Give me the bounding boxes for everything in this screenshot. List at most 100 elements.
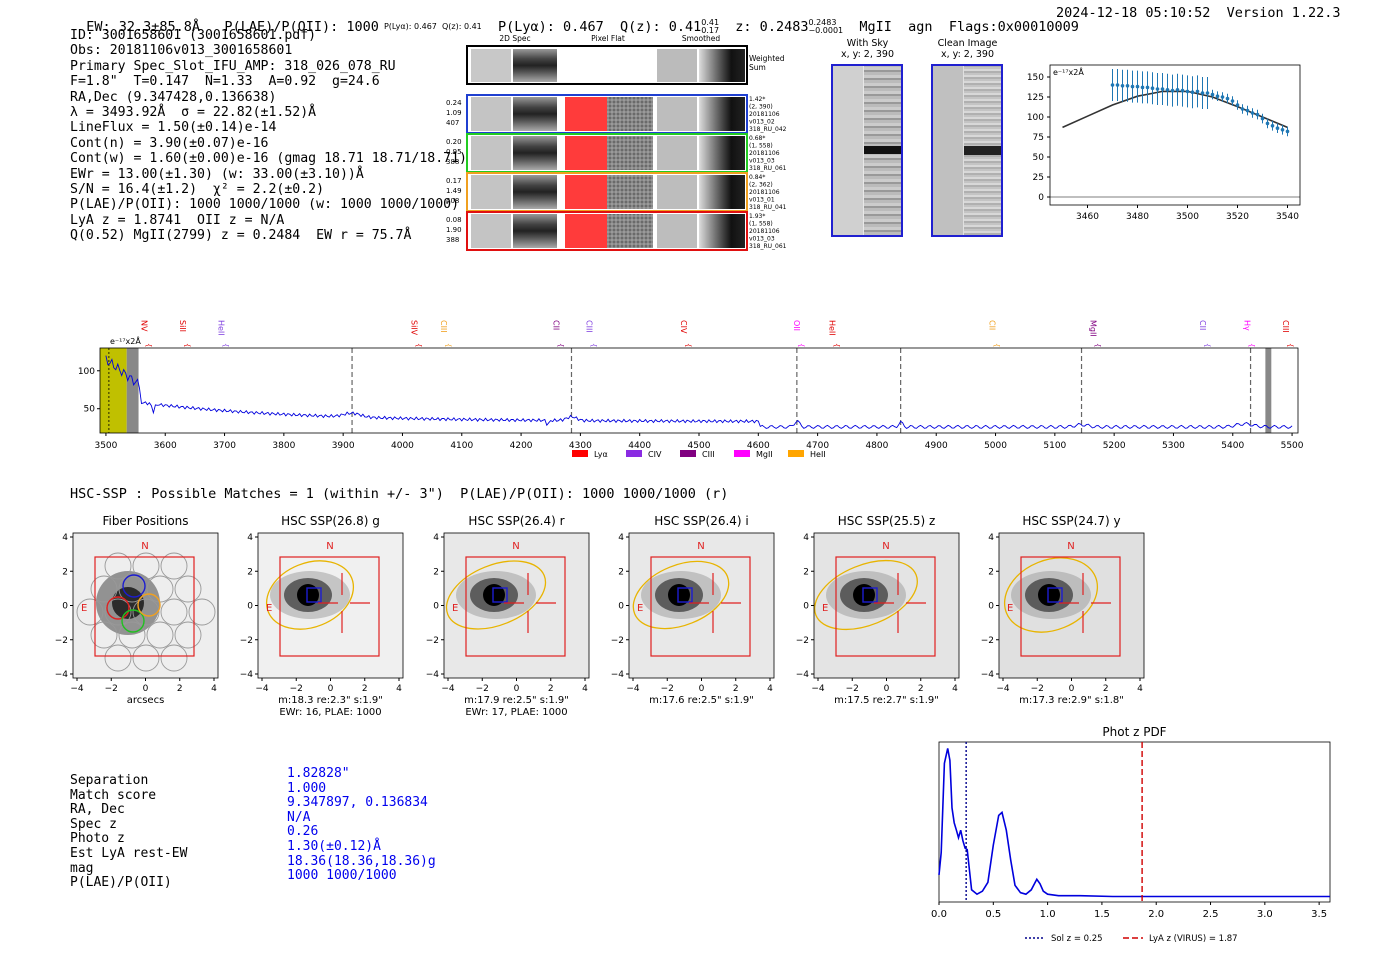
emission-line-label: NV: [140, 320, 149, 332]
weighted-sum-smooth: [699, 49, 745, 82]
fiber-circle: [118, 621, 146, 649]
emission-line-brace: {: [832, 343, 840, 347]
emission-line-brace: {: [222, 343, 230, 347]
spec-legend-label: MgII: [756, 450, 773, 459]
search-box: [94, 556, 195, 657]
fit-data-point: [1175, 88, 1180, 92]
match-label: Photo z: [70, 831, 125, 847]
pdf-curve: [938, 748, 1330, 898]
cutout-ytick-label: 2: [803, 567, 809, 577]
fit-data-point: [1190, 90, 1195, 94]
fit-data-point: [1195, 89, 1200, 94]
fiber-box: [862, 587, 878, 603]
cutout-xtick-label: 4: [211, 684, 217, 694]
cutout-caption: m:17.9 re:2.5" s:1.9": [464, 695, 569, 706]
cutout-caption2: EWr: 16, PLAE: 1000: [279, 707, 381, 718]
with-sky-label: With Sky: [846, 38, 889, 49]
spec2d-row-meta: v013_02: [749, 119, 775, 126]
full-spectrum-chart: 50 100 3500 3600 3700 3800 3900 4000 4100 4200 430…: [78, 320, 1304, 459]
emission-line-label: SiII: [178, 320, 187, 332]
spec2d-row-smooth: [699, 214, 745, 248]
fiber-circle: [76, 598, 104, 626]
north-label: N: [141, 541, 148, 552]
search-box: [650, 556, 751, 657]
fiber-circle: [90, 621, 118, 649]
fiber-circle: [146, 621, 174, 649]
spec-legend-swatch: [680, 450, 696, 457]
fit-ylabel: e⁻¹⁷x2Å: [1053, 66, 1084, 77]
spec-legend-label: Lyα: [594, 450, 608, 459]
pdf-title: Phot z PDF: [1102, 725, 1166, 739]
fiber-box: [492, 587, 508, 603]
fit-data-point: [1205, 91, 1210, 95]
clean-image-coords: x, y: 2, 390: [940, 49, 995, 60]
emission-line-label: HeII: [827, 320, 836, 336]
pdf-xtick-label: 1.0: [1040, 909, 1056, 920]
spec2d-row-smooth: [699, 97, 745, 131]
header-z-frac: 0.2483 −0.0001: [808, 18, 844, 35]
match-label: P(LAE)/P(OII): [70, 875, 172, 891]
info-line: LyA z = 1.8741 OII z = N/A: [70, 212, 285, 228]
spec-legend-label: CIV: [648, 450, 662, 459]
cutout-ytick-label: 2: [247, 567, 253, 577]
fit-data-point: [1200, 91, 1205, 95]
spec-legend-swatch: [788, 450, 804, 457]
cutout-xtick-label: 0: [143, 684, 149, 694]
cutout-caption: m:17.6 re:2.5" s:1.9": [649, 695, 754, 706]
spec2d-row-meta: 318_RU_042: [749, 126, 787, 133]
spec2d-row-meta: (2, 390): [749, 104, 773, 111]
spec2d-svg: 2D Spec Pixel Flat Smoothed Weighted Sum…: [446, 34, 787, 251]
emission-line-brace: {: [183, 343, 191, 347]
header-timestamp: 2024-12-18 05:10:52 Version 1.22.3: [1056, 5, 1341, 21]
spec2d-row-stat: 407: [446, 119, 459, 127]
weighted-sum-label: Weighted: [749, 54, 785, 63]
spec-xtick-label: 4700: [806, 441, 829, 451]
spec-xtick-label: 3600: [154, 441, 177, 451]
spec-ytick-label: 50: [84, 405, 96, 415]
fit-xtick-label: 3460: [1076, 212, 1099, 222]
fiber-circle: [160, 598, 188, 626]
spec2d-row-smooth-left: [657, 136, 697, 170]
match-value: N/A: [287, 809, 311, 825]
header-text-main: EW: 32.3±85.8Å P(LAE)/P(OII): 1000: [86, 19, 379, 35]
fit-data-point: [1145, 85, 1150, 90]
cutout-ytick-label: 2: [433, 567, 439, 577]
photz-pdf-chart: Phot z PDF 0.0 0.5 1.0 1.5 2.0 2.5 3.0 3.5 Sol z …: [931, 725, 1331, 944]
north-label: N: [882, 541, 889, 552]
info-line: λ = 3493.92Å σ = 22.82(±1.52)Å: [70, 105, 317, 121]
cutout-xtick-label: −4: [70, 684, 84, 694]
cutout-title: HSC SSP(26.4) i: [654, 514, 749, 528]
cutout-xtick-label: −4: [811, 684, 825, 694]
fit-data-point: [1170, 88, 1175, 93]
spectrum-curve: [105, 355, 1293, 429]
emission-line-label: HeII: [217, 320, 226, 336]
search-box: [1020, 556, 1121, 657]
spec2d-row-meta: v013_03: [749, 158, 775, 165]
cutout-ytick-label: −4: [55, 670, 68, 680]
match-labels: Separation Match score RA, Dec Spec z Photo …: [70, 773, 187, 891]
cutout-title: HSC SSP(26.4) r: [468, 514, 564, 528]
north-label: N: [512, 541, 519, 552]
spec2d-row-stat: 0.95: [446, 148, 462, 156]
cutout-panel: HSC SSP(26.4) i N E −4 4 −2 2 0 0 2 −2 4 −4 m:17.6 re…: [611, 514, 775, 706]
fit-data-point: [1160, 87, 1165, 91]
search-box: [279, 556, 380, 657]
spec-xtick-label: 4800: [865, 441, 888, 451]
emission-line-brace: {: [1286, 343, 1294, 347]
col-label-pixelflat: Pixel Flat: [591, 34, 625, 43]
info-line: P(LAE)/P(OII): 1000 1000/1000 (w: 1000 1…: [70, 197, 460, 213]
fit-ytick-label: 25: [1033, 173, 1044, 183]
spec2d-row-meta: 0.84*: [749, 174, 765, 181]
spec-xtick-label: 4300: [569, 441, 592, 451]
fit-data-point: [1180, 88, 1185, 93]
fit-data-point: [1185, 89, 1190, 94]
spec-xtick-label: 3700: [213, 441, 236, 451]
match-label: Separation: [70, 773, 149, 788]
hsc-header: HSC-SSP : Possible Matches = 1 (within +…: [70, 486, 729, 502]
spec2d-row-meta: (1, 558): [749, 221, 773, 228]
cutout-ytick-label: 0: [247, 602, 253, 612]
spec2d-row-meta: 0.68*: [749, 135, 765, 142]
spec2d-row-meta: 20181106: [749, 111, 780, 118]
cutout-xtick-label: −2: [846, 684, 859, 694]
